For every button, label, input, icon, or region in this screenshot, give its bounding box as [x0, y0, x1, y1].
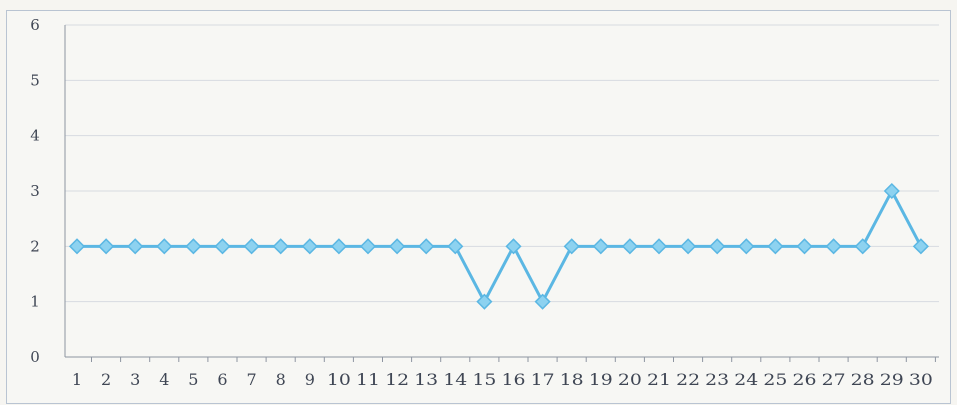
- data-point-3: [127, 238, 144, 255]
- data-point-5: [185, 238, 202, 255]
- chart-frame: 0 1 2 3 4 5 6 1 2 3 4 5 6 7 8 9 10 11 12 13 14 15 16 17 18 19 20 21…: [6, 10, 951, 404]
- x-tick-label-18: 18: [560, 370, 584, 389]
- x-tick-label-27: 27: [822, 370, 846, 389]
- x-tick-label-29: 29: [880, 370, 904, 389]
- data-point-20: [621, 238, 638, 255]
- x-tick-label-2: 2: [101, 370, 111, 389]
- x-tick-label-1: 1: [72, 370, 82, 389]
- data-point-19: [592, 238, 609, 255]
- x-tick-label-9: 9: [305, 370, 315, 389]
- series-layer: [68, 182, 929, 310]
- x-tick-label-8: 8: [276, 370, 286, 389]
- y-tick-label-6: 6: [30, 16, 40, 34]
- data-point-24: [738, 238, 755, 255]
- x-tick-label-26: 26: [793, 370, 817, 389]
- data-point-30: [912, 238, 929, 255]
- data-point-15: [476, 293, 493, 310]
- data-point-6: [214, 238, 231, 255]
- data-point-27: [825, 238, 842, 255]
- x-tick-label-14: 14: [443, 370, 467, 389]
- data-point-16: [505, 238, 522, 255]
- x-tick-label-25: 25: [763, 370, 787, 389]
- y-tick-label-3: 3: [30, 182, 40, 200]
- y-tick-label-5: 5: [30, 71, 40, 89]
- data-point-10: [330, 238, 347, 255]
- data-point-13: [418, 238, 435, 255]
- x-tick-label-5: 5: [188, 370, 198, 389]
- x-tick-label-13: 13: [414, 370, 438, 389]
- x-tick-label-11: 11: [356, 370, 380, 389]
- y-tick-label-1: 1: [30, 293, 40, 311]
- data-point-7: [243, 238, 260, 255]
- data-point-17: [534, 293, 551, 310]
- x-tick-label-15: 15: [472, 370, 496, 389]
- y-tick-label-2: 2: [30, 237, 40, 255]
- data-point-26: [796, 238, 813, 255]
- data-point-11: [359, 238, 377, 255]
- x-tick-label-19: 19: [589, 370, 613, 389]
- x-tick-label-28: 28: [851, 370, 875, 389]
- data-point-25: [767, 238, 784, 255]
- data-point-2: [98, 238, 115, 255]
- x-tick-label-20: 20: [618, 370, 642, 389]
- data-point-21: [650, 238, 668, 255]
- x-tick-label-10: 10: [327, 370, 351, 389]
- data-point-4: [156, 238, 173, 255]
- x-tick-label-23: 23: [705, 370, 729, 389]
- data-point-22: [680, 238, 697, 255]
- data-point-12: [389, 238, 406, 255]
- x-tick-label-21: 21: [647, 370, 671, 389]
- x-tick-label-4: 4: [159, 370, 169, 389]
- data-point-18: [563, 238, 580, 255]
- x-tick-label-12: 12: [385, 370, 409, 389]
- axes: [64, 25, 939, 362]
- gridlines: [65, 24, 939, 303]
- data-point-29: [883, 182, 900, 200]
- x-tick-label-17: 17: [531, 370, 555, 389]
- x-tick-label-7: 7: [247, 370, 257, 389]
- x-tick-label-22: 22: [676, 370, 700, 389]
- y-tick-label-0: 0: [30, 348, 40, 366]
- data-point-28: [854, 238, 871, 255]
- y-tick-label-4: 4: [30, 127, 40, 145]
- x-tick-label-16: 16: [502, 370, 526, 389]
- x-tick-label-6: 6: [217, 370, 227, 389]
- data-point-8: [272, 238, 289, 255]
- data-point-9: [301, 238, 318, 255]
- data-point-14: [447, 238, 464, 255]
- x-tick-label-3: 3: [130, 370, 140, 389]
- x-tick-label-24: 24: [734, 370, 758, 389]
- x-tick-label-30: 30: [909, 370, 933, 389]
- data-point-23: [709, 238, 726, 255]
- data-point-1: [68, 238, 86, 255]
